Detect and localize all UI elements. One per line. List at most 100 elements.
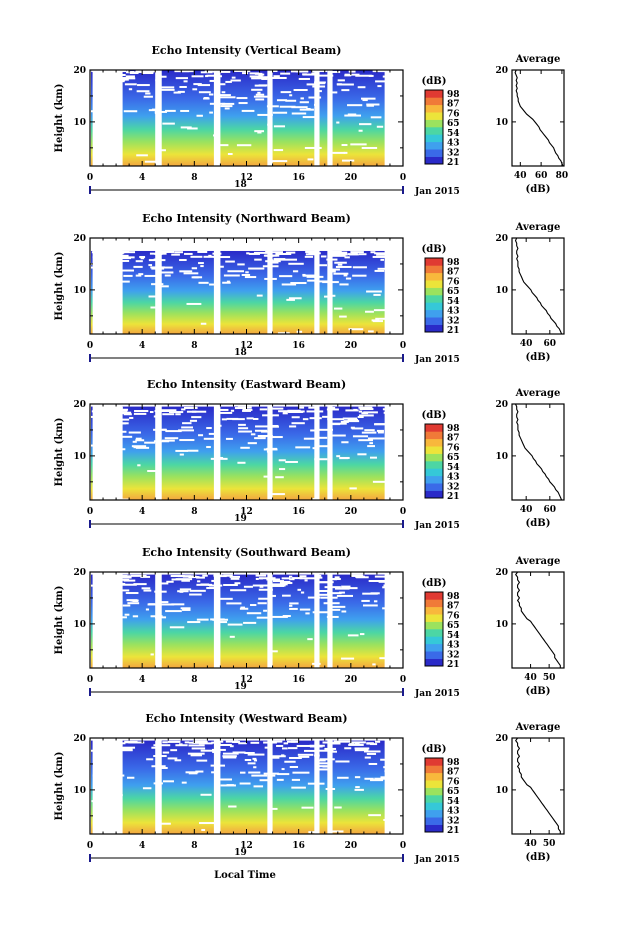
average-y-tick-label: 20 [495, 400, 508, 410]
colorbar-segment [425, 475, 443, 484]
heatmap-gap-speckle [127, 602, 140, 605]
heatmap-gap-speckle [355, 74, 372, 77]
heatmap-gap-speckle [336, 83, 354, 86]
heatmap-gap-speckle [337, 833, 344, 836]
heatmap-data-gap [267, 404, 273, 500]
heatmap-gap-speckle [352, 266, 367, 269]
heatmap-gap-speckle [238, 427, 249, 430]
heatmap-gap-speckle [361, 431, 377, 434]
heatmap-gap-speckle [159, 88, 175, 91]
heatmap-gap-speckle [343, 274, 348, 277]
heatmap-gap-speckle [259, 585, 264, 588]
date-label: Jan 2015 [414, 855, 460, 865]
heatmap-gap-speckle [354, 747, 370, 750]
heatmap-gap-speckle [330, 434, 346, 437]
heatmap-gap-speckle [332, 151, 346, 154]
heatmap-gap-speckle [179, 439, 195, 442]
heatmap-gap-speckle [180, 126, 192, 129]
heatmap-gap-speckle [348, 253, 359, 256]
heatmap-gap-speckle [191, 410, 207, 413]
heatmap-gap-speckle [244, 276, 257, 279]
average-x-label: (dB) [526, 518, 551, 529]
heatmap-gap-speckle [156, 271, 174, 274]
heatmap-gap-speckle [320, 255, 327, 258]
heatmap-gap-speckle [197, 580, 201, 583]
heatmap-gap-speckle [137, 464, 141, 467]
heatmap-gap-speckle [375, 740, 381, 743]
heatmap-gap-speckle [243, 621, 257, 624]
heatmap-gap-speckle [174, 251, 184, 254]
panel-1: Echo Intensity (Vertical Beam) 10 20 Height… [54, 44, 568, 197]
heatmap-gap-speckle [359, 633, 365, 636]
heatmap-gap-speckle [337, 263, 343, 266]
heatmap-gap-speckle [318, 74, 334, 77]
heatmap-gap-speckle [363, 750, 381, 753]
heatmap-gap-speckle [209, 111, 213, 114]
heatmap-gap-speckle [171, 253, 180, 256]
x-tick-label: 20 [345, 675, 358, 685]
heatmap-gap-speckle [270, 160, 288, 163]
colorbar-unit: (dB) [422, 578, 447, 589]
heatmap-gap-speckle [242, 409, 251, 412]
heatmap-gap-speckle [238, 423, 246, 426]
colorbar-tick-label: 98 [447, 424, 460, 434]
colorbar-segment [425, 453, 443, 462]
heatmap-gap-speckle [122, 411, 132, 414]
heatmap-gap-speckle [292, 577, 303, 580]
heatmap-gap-speckle [217, 597, 233, 600]
heatmap-gap-speckle [125, 592, 139, 595]
heatmap-gap-speckle [175, 77, 188, 80]
heatmap-gap-speckle [316, 593, 328, 596]
heatmap-gap-speckle [270, 755, 286, 758]
heatmap-gap-speckle [286, 298, 295, 301]
heatmap-gap-speckle [117, 578, 130, 581]
y-axis-label: Height (km) [54, 252, 65, 321]
average-x-tick-label: 40 [524, 839, 537, 849]
heatmap-field [91, 406, 385, 500]
colorbar-segment [425, 265, 443, 274]
x-tick-label: 8 [191, 341, 197, 351]
heatmap-gap-speckle [137, 84, 150, 87]
heatmap-gap-speckle [302, 418, 309, 421]
heatmap-gap-speckle [350, 143, 367, 146]
heatmap-gap-speckle [315, 590, 328, 593]
heatmap-gap-speckle [225, 740, 239, 743]
colorbar-tick-label: 65 [447, 287, 460, 297]
heatmap-data-gap [92, 738, 123, 834]
date-label: Jan 2015 [414, 355, 460, 365]
average-x-label: (dB) [526, 852, 551, 863]
heatmap-gap-speckle [282, 580, 291, 583]
heatmap-gap-speckle [278, 459, 286, 462]
heatmap-gap-speckle [299, 608, 311, 611]
colorbar-segment [425, 772, 443, 781]
panel-5: Echo Intensity (Westward Beam) 10 20 Height… [54, 712, 565, 865]
heatmap-gap-speckle [364, 777, 374, 780]
colorbar-tick-label: 21 [447, 660, 460, 670]
heatmap-gap-speckle [301, 806, 314, 809]
heatmap-gap-speckle [243, 585, 253, 588]
heatmap-gap-speckle [318, 749, 334, 752]
colorbar-tick-label: 54 [447, 797, 460, 807]
heatmap-gap-speckle [252, 417, 259, 420]
heatmap-gap-speckle [139, 255, 146, 258]
colorbar-segment [425, 629, 443, 637]
x-tick-label: 20 [345, 341, 358, 351]
colorbar-segment [425, 461, 443, 469]
heatmap-gap-speckle [302, 73, 319, 76]
x-tick-label: 4 [139, 841, 145, 851]
heatmap-gap-speckle [198, 262, 204, 265]
heatmap-gap-speckle [327, 830, 344, 833]
heatmap-gap-speckle [187, 621, 201, 624]
heatmap-gap-speckle [256, 294, 263, 297]
heatmap-gap-speckle [124, 83, 137, 86]
average-y-tick-label: 10 [495, 786, 508, 796]
colorbar-segment [425, 127, 443, 135]
heatmap-gap-speckle [285, 99, 297, 102]
heatmap-gap-speckle [376, 253, 387, 256]
heatmap-gap-speckle [193, 83, 202, 86]
heatmap-data-gap [92, 404, 123, 500]
heatmap-gap-speckle [334, 261, 347, 264]
average-x-tick-label: 40 [520, 339, 533, 349]
colorbar-tick-label: 87 [447, 268, 460, 278]
heatmap-gap-speckle [144, 274, 161, 277]
